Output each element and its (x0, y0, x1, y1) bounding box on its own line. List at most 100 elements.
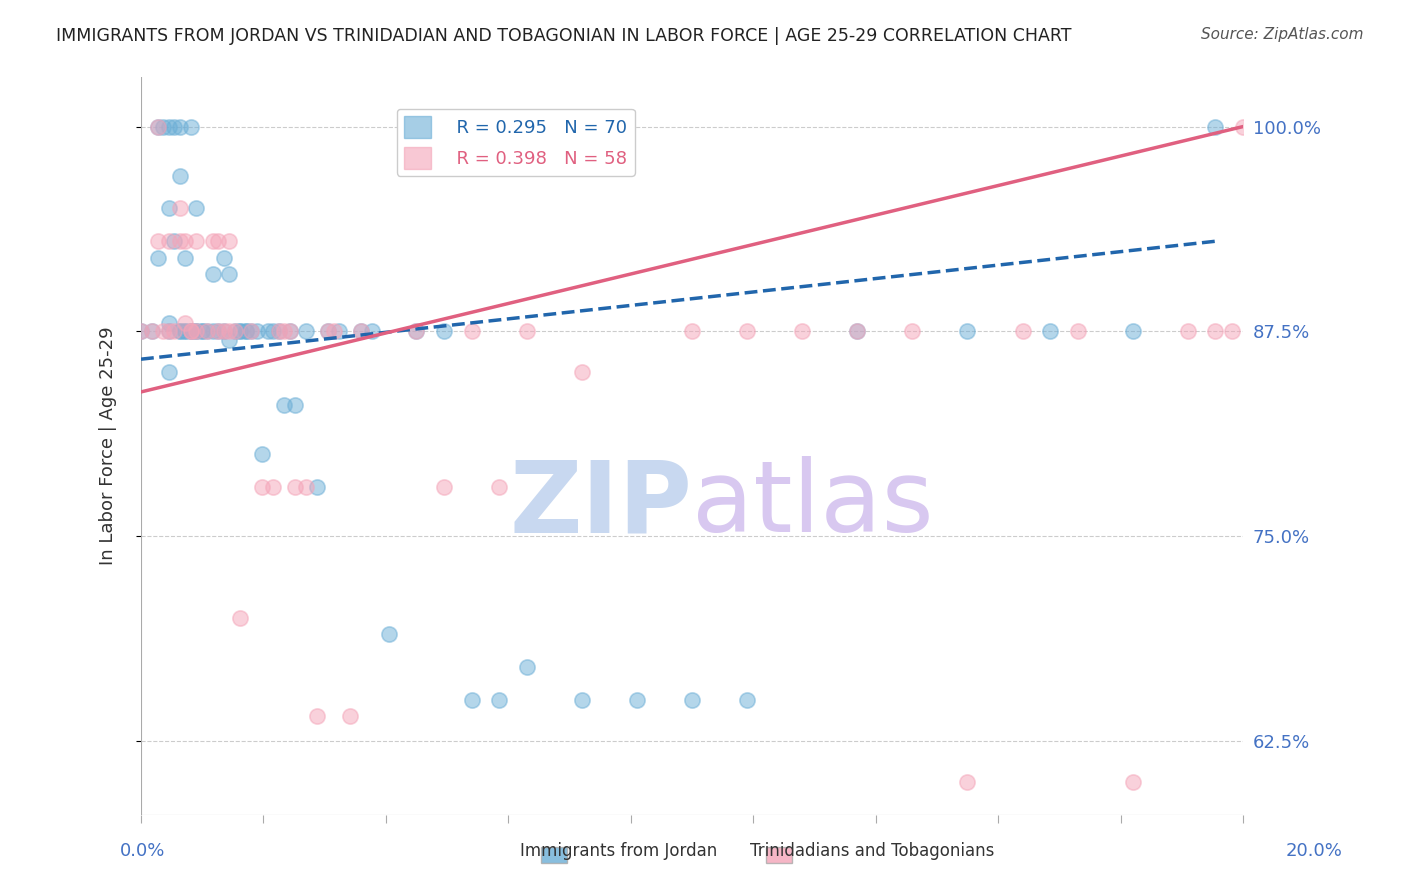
Text: 20.0%: 20.0% (1286, 842, 1343, 860)
Point (157, 324, 180, 338)
Point (273, 398, 295, 412)
Point (460, 324, 482, 338)
Text: ZIP: ZIP (509, 457, 692, 553)
Point (169, 234, 191, 248)
Point (157, 202, 180, 216)
Text: atlas: atlas (692, 457, 934, 553)
Point (488, 693, 510, 707)
Point (218, 267, 240, 281)
Point (157, 365, 180, 379)
Point (405, 324, 427, 338)
Point (1066, 324, 1088, 338)
Point (284, 480, 307, 494)
Point (169, 324, 191, 338)
Point (146, 120, 169, 134)
Point (339, 709, 361, 723)
Y-axis label: In Labor Force | Age 25-29: In Labor Force | Age 25-29 (100, 326, 117, 566)
Point (1122, 774, 1144, 789)
Point (681, 324, 703, 338)
Point (295, 480, 318, 494)
Point (681, 693, 703, 707)
Point (516, 324, 538, 338)
Point (1011, 324, 1033, 338)
Point (295, 324, 318, 338)
Point (212, 324, 235, 338)
Point (322, 324, 344, 338)
Point (378, 627, 401, 641)
Point (256, 324, 278, 338)
Point (169, 324, 191, 338)
Point (956, 774, 979, 789)
Point (307, 480, 329, 494)
Point (212, 251, 235, 265)
Point (157, 324, 180, 338)
Point (218, 333, 240, 347)
Point (174, 316, 197, 330)
Point (184, 202, 207, 216)
Point (250, 480, 273, 494)
Point (229, 611, 252, 625)
Point (146, 120, 169, 134)
Point (267, 324, 290, 338)
Point (184, 324, 207, 338)
Point (152, 324, 174, 338)
Point (180, 324, 202, 338)
Point (224, 324, 246, 338)
Point (201, 267, 224, 281)
Point (195, 324, 218, 338)
Point (184, 234, 207, 248)
Point (250, 447, 273, 461)
Point (516, 660, 538, 674)
Point (129, 324, 152, 338)
Point (350, 324, 373, 338)
Point (190, 324, 212, 338)
Text: 0.0%: 0.0% (120, 842, 165, 860)
Point (846, 324, 869, 338)
Point (180, 120, 202, 134)
Point (307, 709, 329, 723)
Point (180, 324, 202, 338)
Point (141, 324, 163, 338)
Point (284, 398, 307, 412)
Point (190, 324, 212, 338)
Point (180, 324, 202, 338)
Point (267, 324, 290, 338)
Point (174, 234, 197, 248)
Point (146, 234, 169, 248)
Point (207, 324, 229, 338)
Point (1039, 324, 1062, 338)
Text: Trinidadians and Tobagonians: Trinidadians and Tobagonians (749, 842, 994, 860)
Point (571, 693, 593, 707)
Point (195, 324, 218, 338)
Point (212, 324, 235, 338)
Point (229, 324, 252, 338)
Point (201, 324, 224, 338)
Point (361, 324, 384, 338)
Point (846, 324, 869, 338)
Point (169, 120, 191, 134)
Point (350, 324, 373, 338)
Point (318, 324, 340, 338)
Text: Immigrants from Jordan: Immigrants from Jordan (520, 842, 717, 860)
Point (169, 169, 191, 183)
Point (278, 324, 301, 338)
Point (488, 480, 510, 494)
Point (1204, 120, 1226, 134)
Point (218, 234, 240, 248)
Text: Source: ZipAtlas.com: Source: ZipAtlas.com (1201, 27, 1364, 42)
Point (328, 324, 350, 338)
Point (956, 324, 979, 338)
Point (318, 324, 340, 338)
Point (157, 316, 180, 330)
Point (174, 324, 197, 338)
Point (184, 324, 207, 338)
Point (229, 324, 252, 338)
Point (1220, 324, 1243, 338)
Point (792, 324, 814, 338)
Text: IMMIGRANTS FROM JORDAN VS TRINIDADIAN AND TOBAGONIAN IN LABOR FORCE | AGE 25-29 : IMMIGRANTS FROM JORDAN VS TRINIDADIAN AN… (56, 27, 1071, 45)
Point (262, 324, 284, 338)
Point (235, 324, 257, 338)
Point (163, 324, 186, 338)
Point (626, 693, 648, 707)
Point (163, 120, 186, 134)
